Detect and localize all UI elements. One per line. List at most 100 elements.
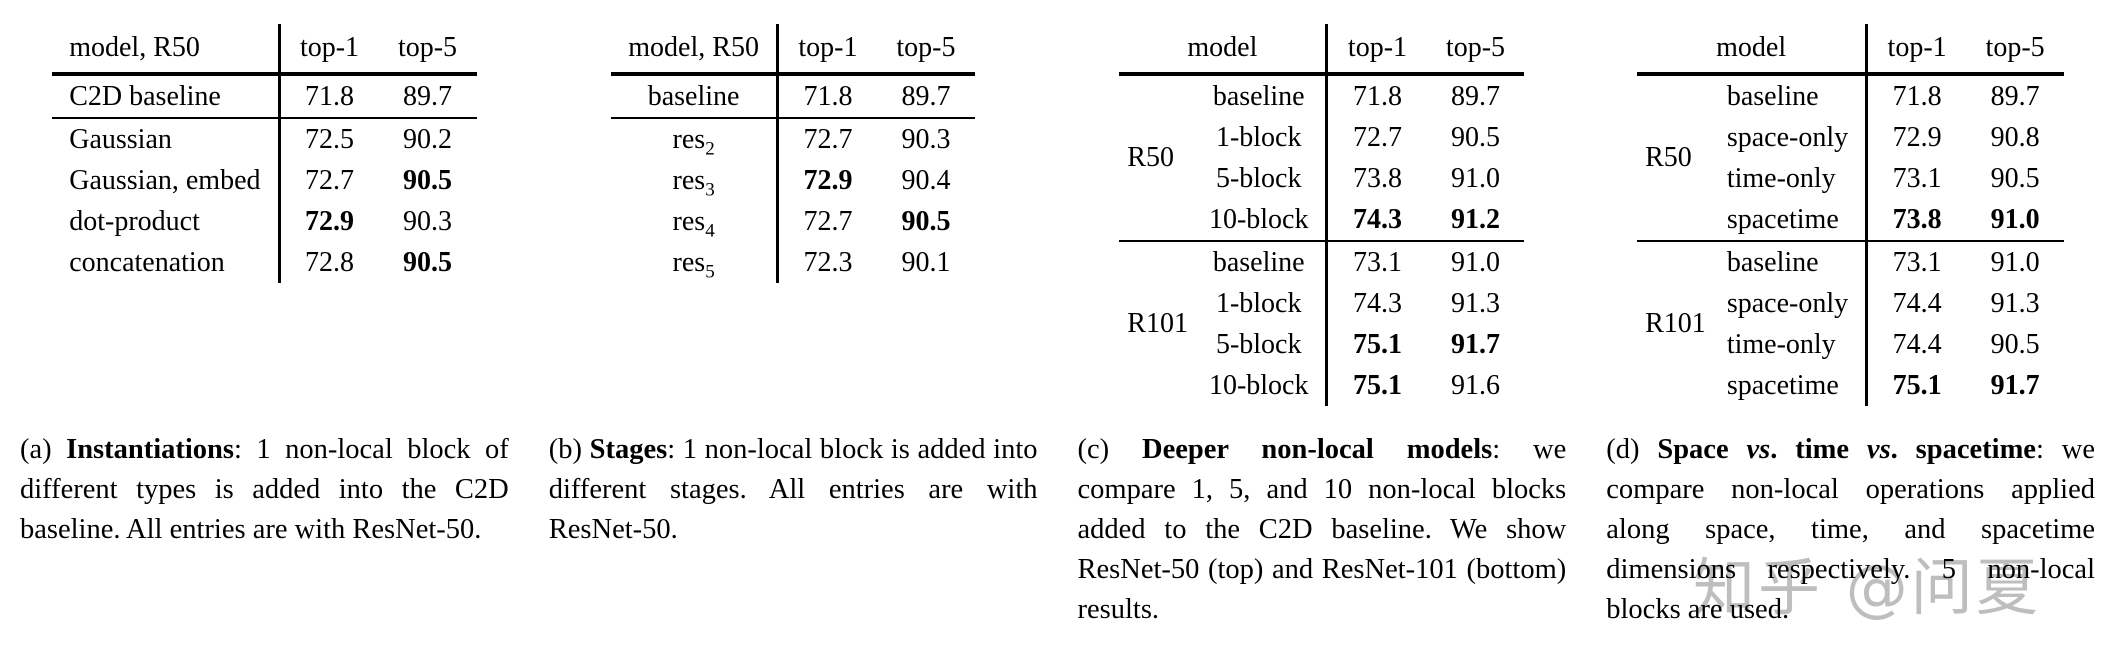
model-cell: time-only <box>1726 328 1836 360</box>
top5-cell: 90.5 <box>403 246 453 278</box>
model-cell: space-only <box>1726 121 1849 153</box>
top5-cell: 91.7 <box>1990 369 2040 401</box>
top1-cell: 72.5 <box>277 118 379 160</box>
table-row: Gaussian, embed 72.7 90.5 <box>52 160 476 201</box>
table-row: 1-block 74.3 91.3 <box>1119 283 1524 324</box>
caption-text-segment: Deeper non-local models <box>1142 434 1493 465</box>
zhihu-watermark: 知乎 @问夏 <box>1693 551 2041 624</box>
top5-cell: 90.3 <box>901 123 951 155</box>
model-cell: Gaussian, embed <box>69 164 261 196</box>
model-cell: res2 <box>611 118 777 160</box>
header-row: model top-1 top-5 <box>1119 24 1525 76</box>
model-cell: 5-block <box>1215 162 1302 194</box>
model-cell: res4 <box>611 201 777 242</box>
caption-text-segment: : 1 non-local block of different types i… <box>20 434 509 545</box>
model-cell: C2D baseline <box>52 74 280 119</box>
model-cell: 5-block <box>1215 328 1302 360</box>
top1-cell: 72.9 <box>775 160 877 201</box>
table-row: R101 baseline 73.1 91.0 <box>1637 241 2064 339</box>
row-group-label: R101 <box>1645 308 1706 339</box>
table-row: C2D baseline 71.8 89.7 <box>52 74 477 119</box>
table-row: res2 72.7 90.3 <box>611 118 975 160</box>
caption-text-segment: Space <box>1657 434 1747 465</box>
top1-cell: 73.1 <box>1865 158 1967 199</box>
top5-cell: 91.3 <box>1990 287 2040 319</box>
model-cell: spacetime <box>1709 199 1867 242</box>
top1-cell: 74.4 <box>1865 283 1967 324</box>
top5-cell: 90.8 <box>1990 121 2040 153</box>
model-cell: dot-product <box>69 205 200 237</box>
top1-cell: 72.7 <box>1325 117 1427 158</box>
top1-cell: 72.9 <box>1865 117 1967 158</box>
column-header-model: model <box>1637 24 1867 76</box>
caption-text-segment: : we compare non-local operations applie… <box>1606 434 2095 625</box>
top5-cell: 90.4 <box>901 164 951 196</box>
table-row: 5-block 75.1 91.7 <box>1119 324 1524 365</box>
top5-cell: 90.1 <box>901 246 951 278</box>
top1-cell: 75.1 <box>1325 324 1427 365</box>
table-row: R50 baseline 71.8 89.7 <box>1637 74 2064 242</box>
model-cell: 1-block <box>1215 287 1302 319</box>
caption-text-segment: (a) <box>20 434 67 465</box>
top5-cell: 90.5 <box>901 205 951 237</box>
caption-text-segment: (d) <box>1606 434 1658 465</box>
top1-cell: 72.7 <box>277 160 379 201</box>
column-header-model: model, R50 <box>52 24 280 76</box>
table-row: 10-block 75.1 91.6 <box>1119 365 1524 406</box>
model-cell: baseline <box>1726 246 1819 278</box>
header-row: model, R50 top-1 top-5 <box>52 24 477 76</box>
top5-cell: 90.3 <box>403 205 453 237</box>
model-cell: baseline <box>1212 80 1305 112</box>
top1-cell: 72.3 <box>775 242 877 283</box>
panel-c: model top-1 top-5 R50 baseline 71.8 89.7 1-bloc… <box>1058 0 1587 654</box>
model-subscript: 4 <box>705 220 715 242</box>
model-cell: res3 <box>611 160 777 201</box>
model-cell: res5 <box>611 242 777 283</box>
table-stages: model, R50 top-1 top-5 baseline 71.8 89.7 res2… <box>611 24 975 283</box>
model-subscript: 5 <box>705 261 715 283</box>
model-name: res <box>672 205 706 237</box>
top1-cell: 74.3 <box>1325 199 1427 242</box>
table-deeper-models: model top-1 top-5 R50 baseline 71.8 89.7 1-bloc… <box>1119 24 1525 406</box>
column-header-top5: top-5 <box>1426 24 1525 76</box>
column-header-top5: top-5 <box>876 24 975 76</box>
column-header-top1: top-1 <box>1865 24 1967 76</box>
table-row: R50 baseline 71.8 89.7 <box>1119 74 1524 242</box>
table-row: spacetime 73.8 91.0 <box>1637 199 2065 242</box>
table-area-c: model top-1 top-5 R50 baseline 71.8 89.7 1-bloc… <box>1078 0 1567 406</box>
panel-a: model, R50 top-1 top-5 C2D baseline 71.8 89.7… <box>0 0 529 654</box>
table-row: time-only 73.1 90.5 <box>1637 158 2064 199</box>
top5-cell: 89.7 <box>876 74 975 119</box>
top1-cell: 71.8 <box>277 74 379 119</box>
top5-cell: 91.7 <box>1450 328 1500 360</box>
top5-cell: 91.0 <box>1450 246 1500 278</box>
model-subscript: 3 <box>705 179 715 201</box>
top5-cell: 91.0 <box>1450 162 1500 194</box>
model-cell: baseline <box>1212 246 1305 278</box>
top5-cell: 90.2 <box>403 123 453 155</box>
model-cell: Gaussian <box>69 123 172 155</box>
table-row: time-only 74.4 90.5 <box>1637 324 2064 365</box>
caption-text-segment: vs <box>1746 434 1771 465</box>
top1-cell: 73.1 <box>1325 241 1427 283</box>
caption-text-segment: : 1 non-local block is added into differ… <box>548 434 1038 545</box>
model-cell: baseline <box>1726 80 1819 112</box>
top5-cell: 90.5 <box>1450 121 1500 153</box>
column-header-top1: top-1 <box>277 24 379 76</box>
header-row: model, R50 top-1 top-5 <box>611 24 975 76</box>
column-header-model: model, R50 <box>611 24 778 76</box>
table-row: 1-block 72.7 90.5 <box>1119 117 1524 158</box>
top1-cell: 72.7 <box>775 201 877 242</box>
top1-cell: 72.9 <box>277 201 379 242</box>
model-cell: concatenation <box>69 246 225 278</box>
table-row: space-only 72.9 90.8 <box>1637 117 2064 158</box>
table-instantiations: model, R50 top-1 top-5 C2D baseline 71.8 89.7… <box>52 24 477 283</box>
top5-cell: 91.6 <box>1450 369 1500 401</box>
model-cell: spacetime <box>1726 369 1839 401</box>
top1-cell: 73.8 <box>1865 199 1967 242</box>
column-header-top1: top-1 <box>775 24 877 76</box>
caption-text-segment: (b) <box>548 434 590 465</box>
top1-cell: 75.1 <box>1325 365 1427 406</box>
top5-cell: 89.7 <box>1990 80 2040 112</box>
